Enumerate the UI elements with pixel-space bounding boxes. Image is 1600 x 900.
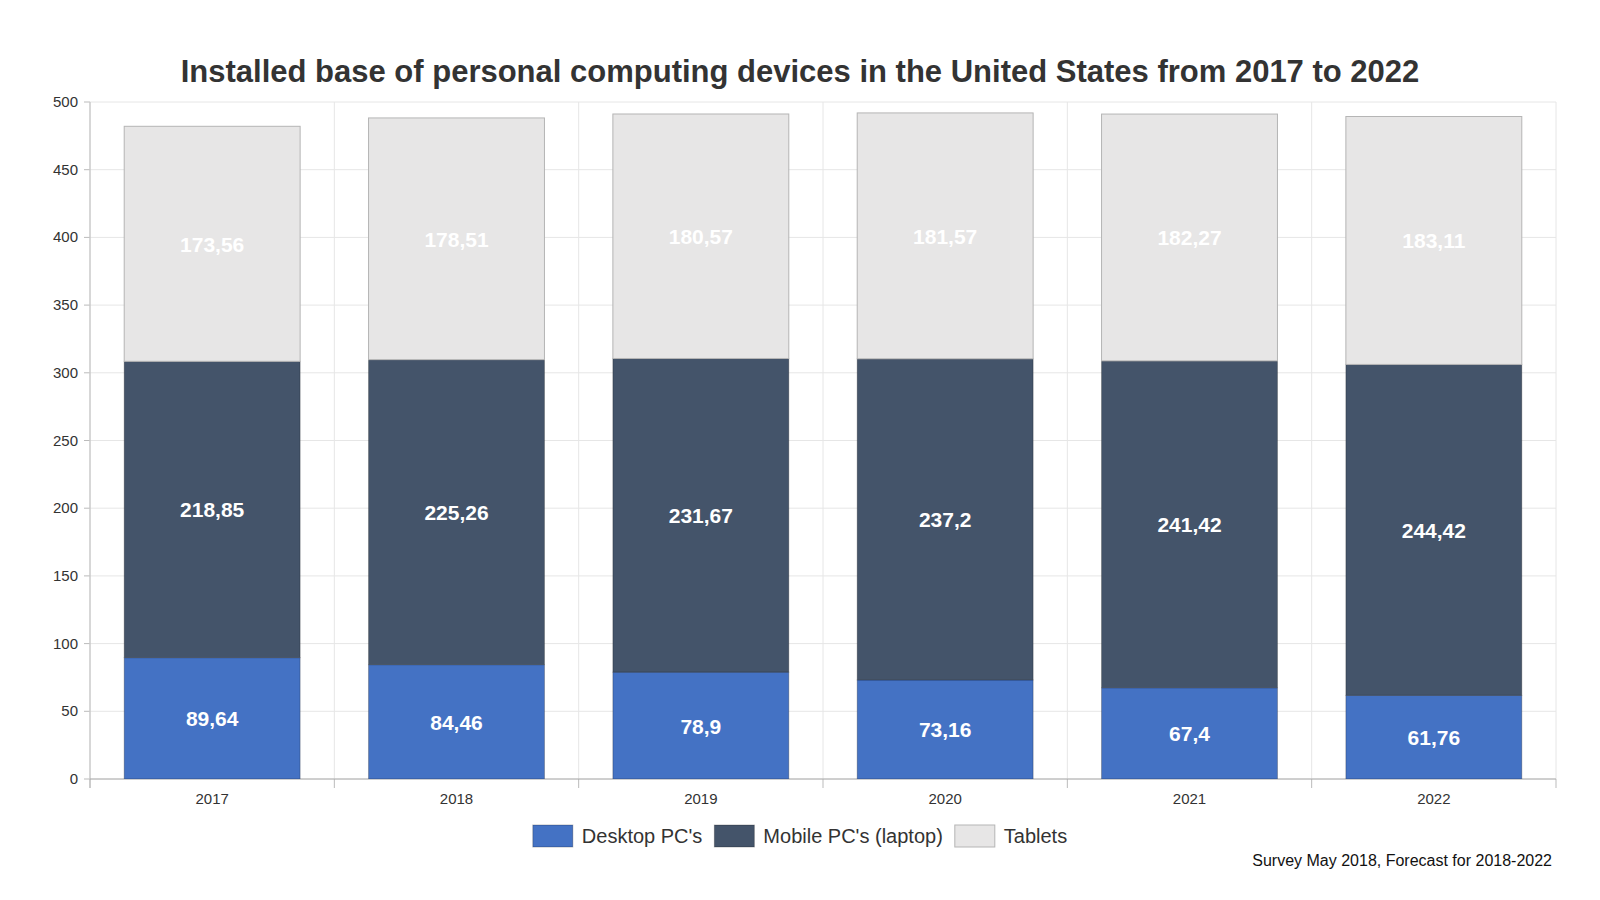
category-label: 2019 (684, 790, 717, 807)
data-label: 182,27 (1157, 226, 1221, 249)
tick-mark (84, 169, 90, 170)
category-divider (578, 102, 579, 779)
tick-mark (84, 508, 90, 509)
data-label: 180,57 (669, 225, 733, 248)
bar-segment (857, 359, 1033, 680)
legend-swatch (714, 825, 754, 847)
tick-label: 400 (53, 228, 78, 245)
grid-line (90, 779, 1556, 780)
category-divider (334, 102, 335, 779)
tick-mark (84, 372, 90, 373)
legend-item: Mobile PC's (laptop) (714, 825, 942, 847)
category-label: 2018 (440, 790, 473, 807)
tick-label: 500 (53, 93, 78, 110)
tick-label: 50 (61, 702, 78, 719)
tick-mark (84, 305, 90, 306)
data-label: 218,85 (180, 498, 245, 521)
data-label: 237,2 (919, 508, 972, 531)
data-label: 183,11 (1402, 229, 1465, 252)
tick-label: 100 (53, 635, 78, 652)
bar-segment (369, 360, 545, 665)
annotation: Survey May 2018, Forecast for 2018-2022 (1252, 852, 1552, 869)
bar-segment (1102, 361, 1278, 688)
bar-segment (369, 665, 545, 779)
data-label: 173,56 (180, 233, 244, 256)
data-label: 178,51 (424, 228, 489, 251)
data-label: 61,76 (1408, 726, 1461, 749)
category-tick (1556, 779, 1557, 788)
category-tick (578, 779, 579, 788)
category-divider (1067, 102, 1068, 779)
tick-mark (84, 440, 90, 441)
data-label: 89,64 (186, 707, 239, 730)
bar-segment (369, 118, 545, 360)
legend-item: Desktop PC's (533, 825, 703, 847)
legend-label: Mobile PC's (laptop) (763, 825, 942, 847)
bars (124, 113, 1522, 779)
legend: Desktop PC's Mobile PC's (laptop) Tablets (533, 825, 1067, 847)
tick-label: 300 (53, 364, 78, 381)
legend-swatch (533, 825, 573, 847)
category-divider (1311, 102, 1312, 779)
tick-label: 0 (70, 770, 78, 787)
tick-label: 150 (53, 567, 78, 584)
data-labels: 89,64 218,85 173,56 84,46 225,26 178,51 78,9 23… (180, 225, 1466, 749)
bar-segment (613, 114, 789, 358)
chart: Installed base of personal computing dev… (0, 0, 1600, 900)
tick-mark (84, 711, 90, 712)
bar-segment (613, 672, 789, 779)
data-label: 84,46 (430, 711, 483, 734)
bar-segment (1346, 364, 1522, 695)
bar-segment (1102, 688, 1278, 779)
grid (84, 102, 1556, 788)
tick-label: 350 (53, 296, 78, 313)
category-label: 2022 (1417, 790, 1450, 807)
data-label: 181,57 (913, 225, 977, 248)
bar-segment (1102, 114, 1278, 361)
category-label: 2021 (1173, 790, 1206, 807)
tick-label: 450 (53, 161, 78, 178)
bar-segment (613, 358, 789, 672)
data-label: 225,26 (424, 501, 488, 524)
data-label: 244,42 (1402, 519, 1466, 542)
bar-segment (124, 658, 300, 779)
category-tick (334, 779, 335, 788)
category-label: 2020 (928, 790, 961, 807)
tick-label: 200 (53, 499, 78, 516)
bar-segment (124, 126, 300, 361)
category-tick (1067, 779, 1068, 788)
x-axis (90, 779, 1556, 780)
bar-segment (124, 361, 300, 657)
data-label: 78,9 (680, 715, 721, 738)
legend-label: Tablets (1004, 825, 1067, 847)
tick-mark (84, 575, 90, 576)
tick-mark (84, 237, 90, 238)
legend-swatch (955, 825, 995, 847)
category-divider (823, 102, 824, 779)
title: Installed base of personal computing dev… (181, 54, 1420, 89)
data-label: 241,42 (1157, 513, 1221, 536)
legend-label: Desktop PC's (582, 825, 703, 847)
tick-mark (84, 102, 90, 103)
data-label: 67,4 (1169, 722, 1210, 745)
category-label: 2017 (195, 790, 228, 807)
bar-segment (857, 680, 1033, 779)
tick-label: 250 (53, 432, 78, 449)
data-label: 231,67 (669, 504, 733, 527)
y-axis (90, 102, 91, 788)
category-tick (1311, 779, 1312, 788)
data-label: 73,16 (919, 718, 972, 741)
tick-mark (84, 643, 90, 644)
bar-segment (857, 113, 1033, 359)
category-divider (1556, 102, 1557, 779)
bar-segment (1346, 117, 1522, 365)
legend-item: Tablets (955, 825, 1067, 847)
category-tick (823, 779, 824, 788)
bar-segment (1346, 695, 1522, 779)
tick-mark (84, 779, 90, 780)
